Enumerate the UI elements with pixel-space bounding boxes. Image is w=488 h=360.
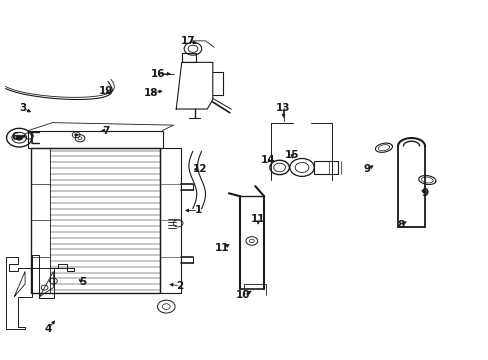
Text: 3: 3	[19, 103, 26, 113]
Text: 17: 17	[181, 36, 195, 46]
Text: 14: 14	[260, 155, 275, 165]
Text: 9: 9	[363, 164, 370, 174]
Text: 18: 18	[143, 88, 158, 98]
Bar	[28, 131, 162, 148]
Text: 4: 4	[45, 324, 52, 334]
Text: 11: 11	[250, 215, 265, 224]
Text: 9: 9	[421, 188, 427, 198]
Circle shape	[16, 135, 22, 140]
Text: 15: 15	[285, 150, 299, 160]
Polygon shape	[176, 62, 212, 109]
Bar	[31, 148, 160, 293]
Text: 12: 12	[192, 164, 206, 174]
Text: 19: 19	[98, 86, 113, 96]
Text: 16: 16	[150, 69, 164, 79]
Text: 6: 6	[12, 132, 19, 142]
Bar	[314, 161, 337, 174]
Text: 8: 8	[396, 220, 404, 230]
Text: 13: 13	[276, 103, 290, 113]
Bar	[160, 148, 180, 293]
Circle shape	[75, 134, 78, 136]
Text: 5: 5	[79, 277, 86, 287]
Text: 11: 11	[215, 243, 229, 253]
Text: 2: 2	[176, 281, 183, 291]
Text: 7: 7	[102, 126, 109, 135]
Bar	[31, 148, 50, 293]
Text: 1: 1	[194, 206, 202, 216]
Bar	[182, 53, 196, 62]
Text: 10: 10	[236, 291, 250, 301]
